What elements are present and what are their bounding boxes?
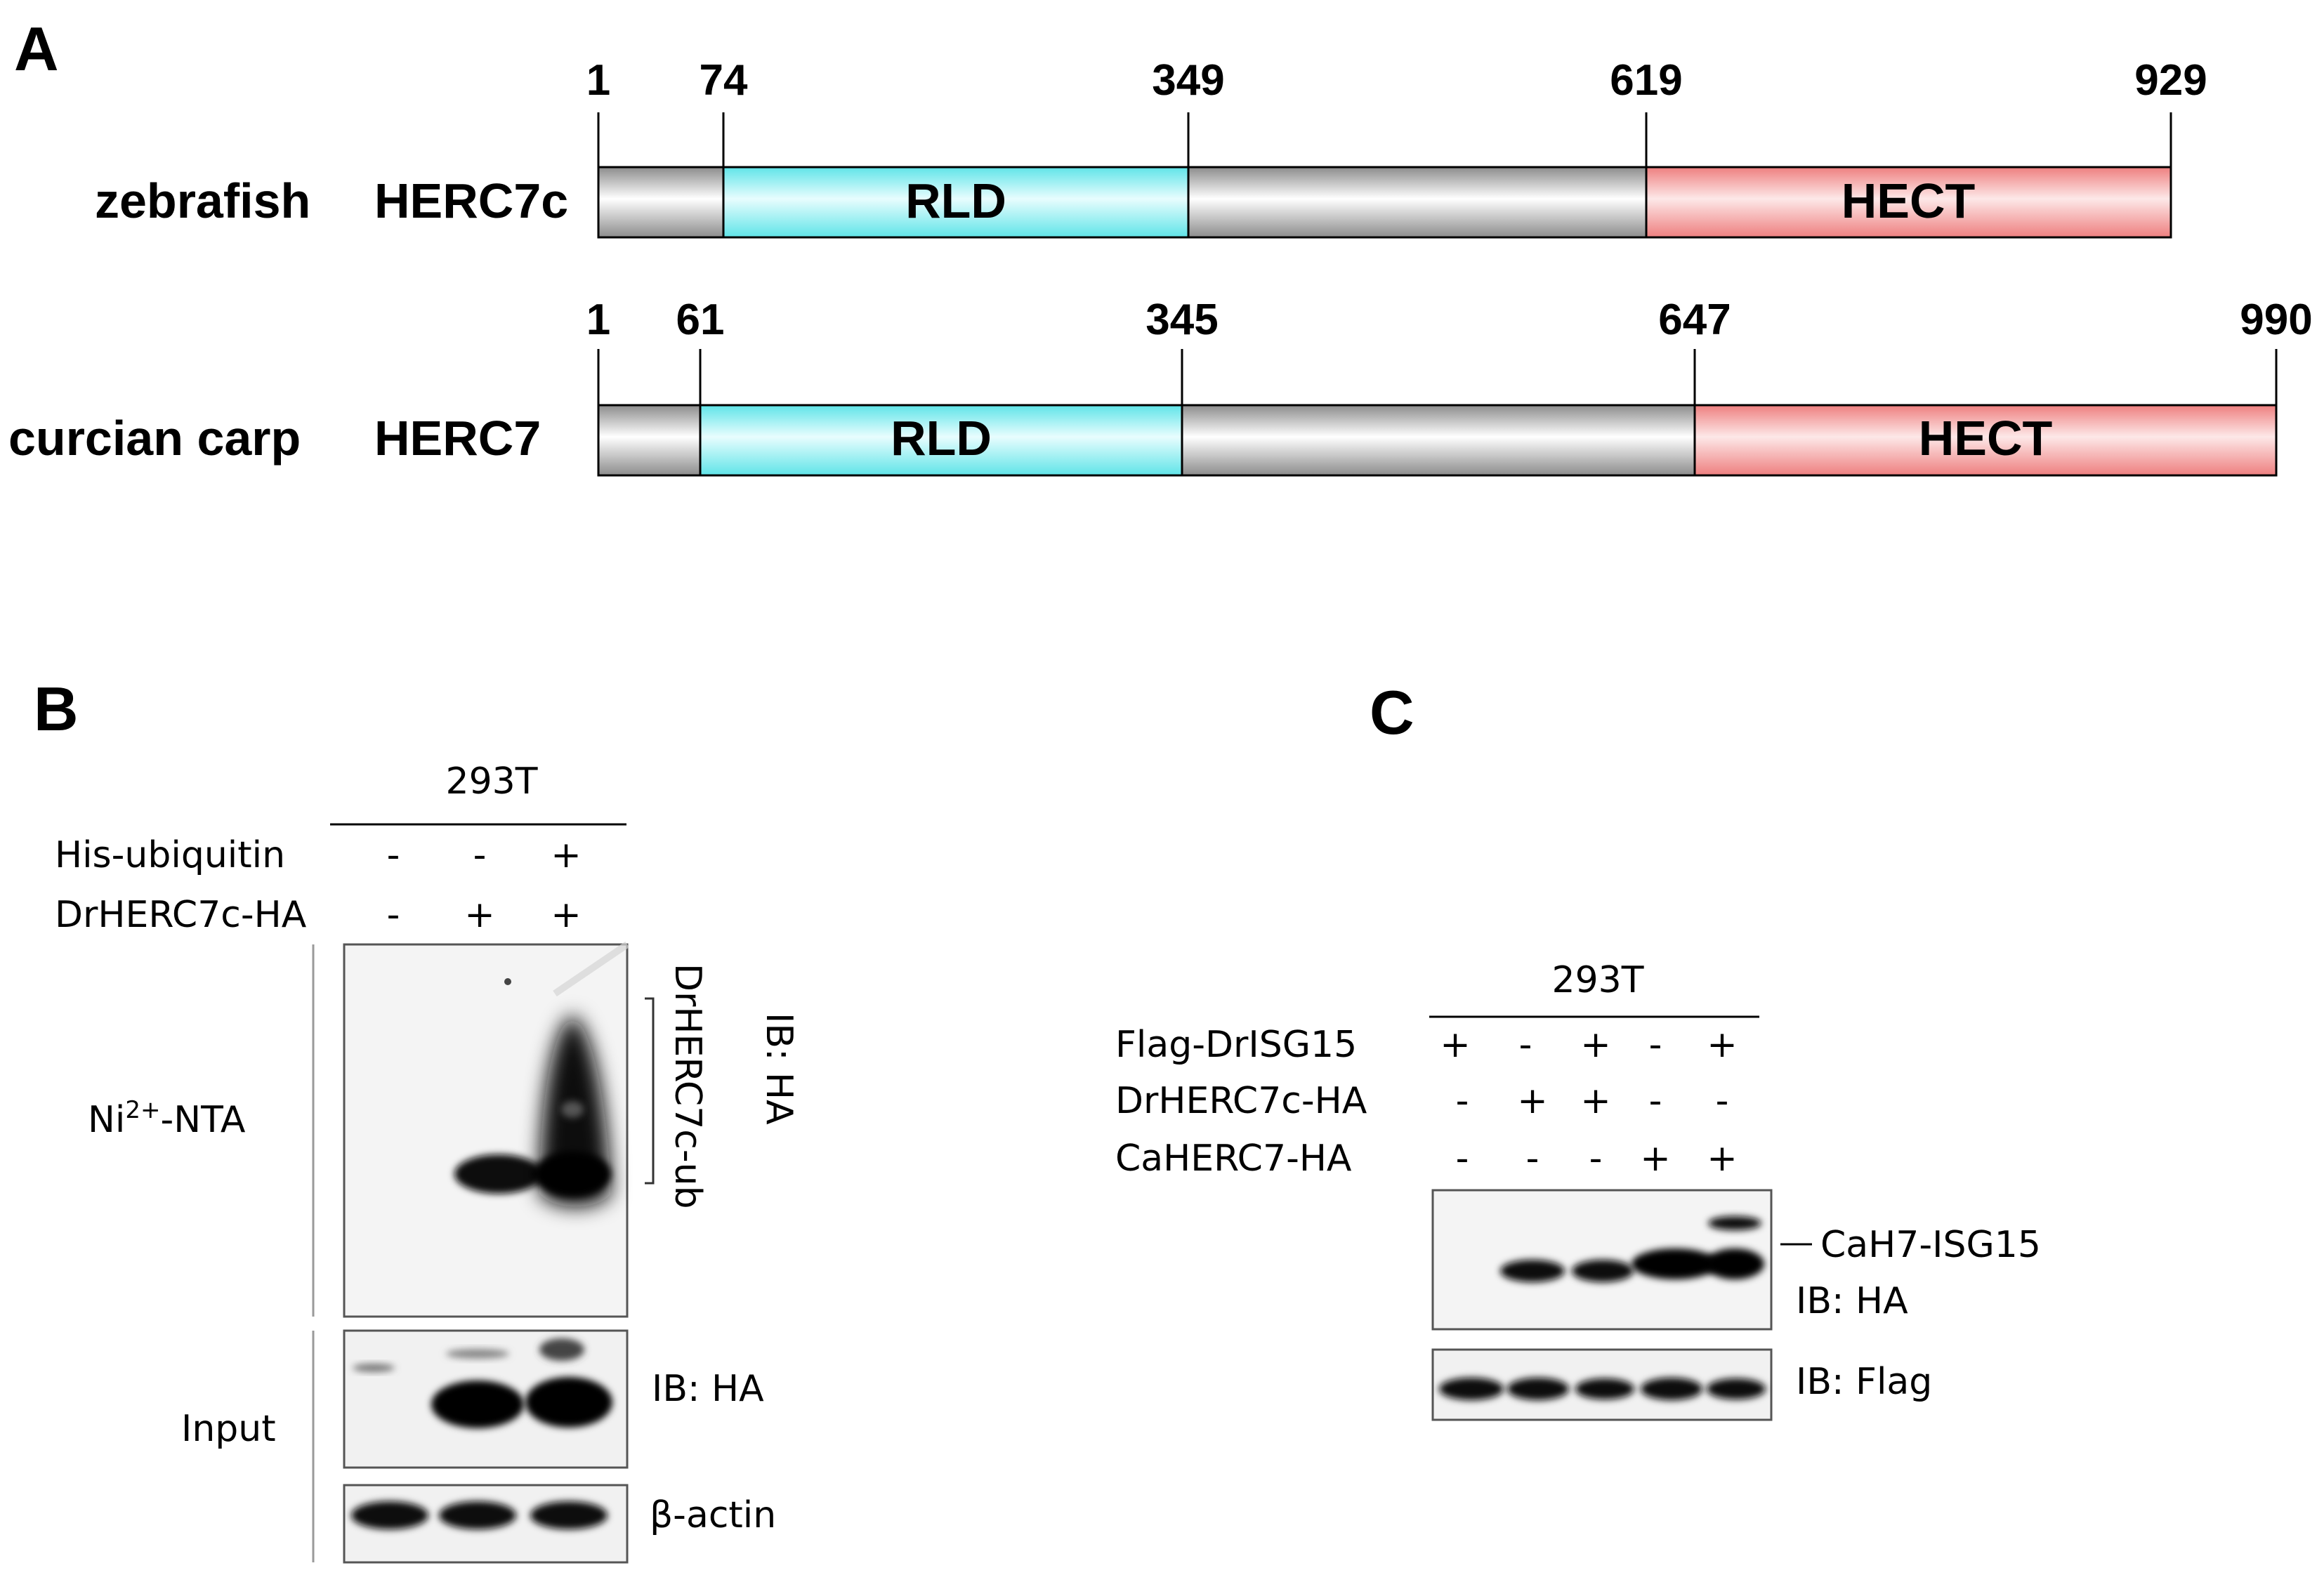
conjugate-label: CaH7-ISG15: [1820, 1224, 2041, 1266]
lane-sign: -: [387, 834, 400, 876]
ni-nta-label: Ni2+-NTA: [88, 1096, 246, 1141]
cell-line-label: 293T: [445, 760, 537, 803]
band: [1500, 1260, 1565, 1282]
band: [351, 1501, 428, 1529]
lane-sign: -: [1526, 1138, 1540, 1180]
lane-sign: +: [1707, 1024, 1738, 1066]
lane-sign: -: [1456, 1080, 1469, 1122]
treatment-label: DrHERC7c-HA: [1115, 1080, 1367, 1122]
lane-sign: -: [387, 894, 400, 936]
treatment-label: DrHERC7c-HA: [55, 894, 307, 936]
rld-label: RLD: [891, 411, 992, 466]
lane-sign: -: [1649, 1024, 1662, 1066]
band: [1705, 1248, 1764, 1279]
conjugate-band: [1708, 1216, 1761, 1230]
position-label: 647: [1658, 296, 1731, 344]
lane-sign: +: [551, 894, 582, 936]
species-label: curcian carp: [8, 411, 301, 466]
protein-architecture-carp: curcian carp HERC7 RLD HECT 1 61 345 647…: [8, 296, 2313, 477]
treatment-label: CaHERC7-HA: [1115, 1138, 1352, 1180]
lane-sign: -: [1589, 1138, 1603, 1180]
treatment-label: Flag-DrISG15: [1115, 1024, 1357, 1066]
band: [431, 1380, 524, 1428]
band: [454, 1154, 543, 1194]
backbone-segment: [1181, 404, 1696, 477]
actin-label: β-actin: [650, 1494, 776, 1536]
treatment-label: His-ubiquitin: [55, 834, 285, 876]
ni-nta-blot: [343, 941, 629, 1318]
band: [561, 1101, 584, 1118]
lane-sign: -: [1649, 1080, 1662, 1122]
protein-name: HERC7: [374, 411, 541, 466]
hect-domain: [1645, 166, 2172, 239]
lane-sign: -: [1456, 1138, 1469, 1180]
cell-line-label: 293T: [1551, 959, 1643, 1001]
input-label: Input: [181, 1408, 276, 1450]
lane-sign: -: [1716, 1080, 1729, 1122]
backbone-segment: [597, 166, 725, 239]
backbone-segment: [597, 404, 702, 477]
band: [525, 1377, 612, 1428]
ib-label: IB: HA: [652, 1368, 764, 1410]
position-label: 61: [676, 296, 725, 344]
position-label: 619: [1610, 56, 1682, 105]
backbone-segment: [1187, 166, 1648, 239]
band: [1632, 1248, 1719, 1279]
rld-domain: [699, 404, 1183, 477]
lane-sign: -: [1519, 1024, 1532, 1066]
species-label: zebrafish: [95, 173, 310, 228]
position-label: 349: [1152, 56, 1224, 105]
position-label: 929: [2134, 56, 2207, 105]
input-blot: [343, 1329, 629, 1469]
band: [1641, 1378, 1702, 1400]
panel-b-letter: B: [34, 674, 79, 744]
hect-label: HECT: [1919, 411, 2053, 466]
hect-domain: [1693, 404, 2278, 477]
rld-domain: [722, 166, 1190, 239]
lane-sign: +: [464, 894, 495, 936]
ib-label: IB: HA: [758, 1013, 800, 1125]
position-label: 1: [586, 56, 610, 105]
panel-a-letter: A: [14, 14, 59, 84]
ub-bracket: [645, 997, 655, 1185]
lane-sign: +: [1640, 1138, 1671, 1180]
band: [439, 1501, 516, 1529]
lane-sign: -: [473, 834, 487, 876]
flag-blot: [1431, 1348, 1773, 1421]
position-label: 345: [1145, 296, 1218, 344]
lane-sign: +: [1440, 1024, 1471, 1066]
band: [1575, 1378, 1634, 1399]
ib-label: IB: HA: [1796, 1280, 1908, 1322]
lane-sign: +: [1580, 1024, 1611, 1066]
band: [1572, 1260, 1634, 1282]
rld-label: RLD: [905, 173, 1006, 228]
band: [534, 1152, 611, 1197]
band: [1439, 1378, 1504, 1400]
bracket-label: DrHERC7c-ub: [667, 963, 709, 1209]
ha-blot: [1431, 1189, 1773, 1331]
band: [530, 1501, 608, 1529]
position-label: 74: [700, 56, 748, 105]
protein-name: HERC7c: [374, 173, 568, 228]
ib-label: IB: Flag: [1796, 1361, 1932, 1403]
hect-label: HECT: [1842, 173, 1976, 228]
band: [1507, 1378, 1569, 1400]
position-label: 990: [2240, 296, 2312, 344]
panel-c-letter: C: [1370, 678, 1414, 747]
lane-sign: +: [1707, 1138, 1738, 1180]
lane-sign: +: [551, 834, 582, 876]
protein-architecture-zebrafish: zebrafish HERC7c RLD HECT 1 74 349 619 9…: [95, 56, 2207, 239]
lane-sign: +: [1580, 1080, 1611, 1122]
actin-blot: [343, 1484, 629, 1564]
band: [1707, 1378, 1766, 1399]
lane-sign: +: [1517, 1080, 1548, 1122]
position-label: 1: [586, 296, 610, 344]
